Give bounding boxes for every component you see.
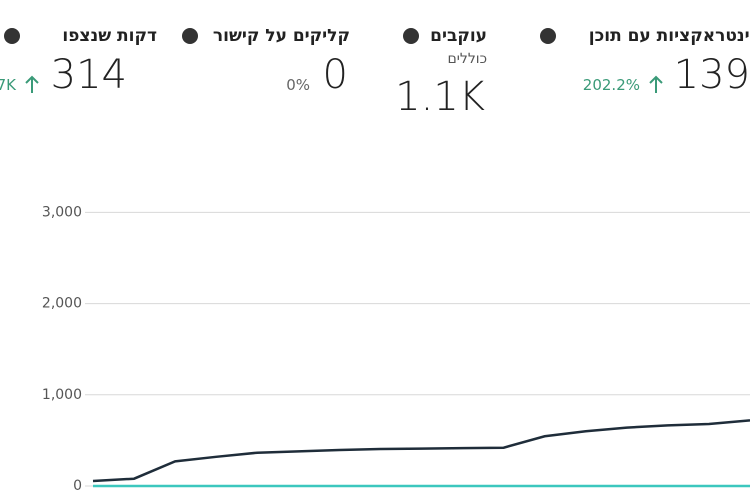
metric-title: קליקים על קישור <box>212 26 350 46</box>
metric-title: עוקבים <box>430 26 487 46</box>
metric-value: 314 <box>50 52 127 98</box>
metric-value: 1.1K <box>395 74 485 120</box>
info-icon[interactable] <box>540 28 556 44</box>
y-tick-label: 1,000 <box>42 387 82 403</box>
up-arrow <box>649 75 663 93</box>
arrows <box>25 75 663 93</box>
y-tick-label: 3,000 <box>42 204 82 220</box>
metric-change: 0% <box>286 76 310 94</box>
metric-change: 7K <box>0 76 16 94</box>
series-line <box>92 419 750 483</box>
metric-value: 0 <box>322 52 348 98</box>
metric-value: 139 <box>673 52 750 98</box>
info-icon[interactable] <box>182 28 198 44</box>
info-icon[interactable] <box>403 28 419 44</box>
metric-change: 202.2% <box>582 76 640 94</box>
icons <box>4 28 556 44</box>
info-icon[interactable] <box>4 28 20 44</box>
metric-title: דקות שנצפו <box>62 26 157 46</box>
metric-title: אינטראקציות עם תוכן <box>588 26 750 46</box>
y-tick-label: 0 <box>73 478 82 494</box>
up-arrow <box>25 75 39 93</box>
metric-subtitle: כוללים <box>447 51 487 67</box>
y-tick-label: 2,000 <box>42 296 82 312</box>
